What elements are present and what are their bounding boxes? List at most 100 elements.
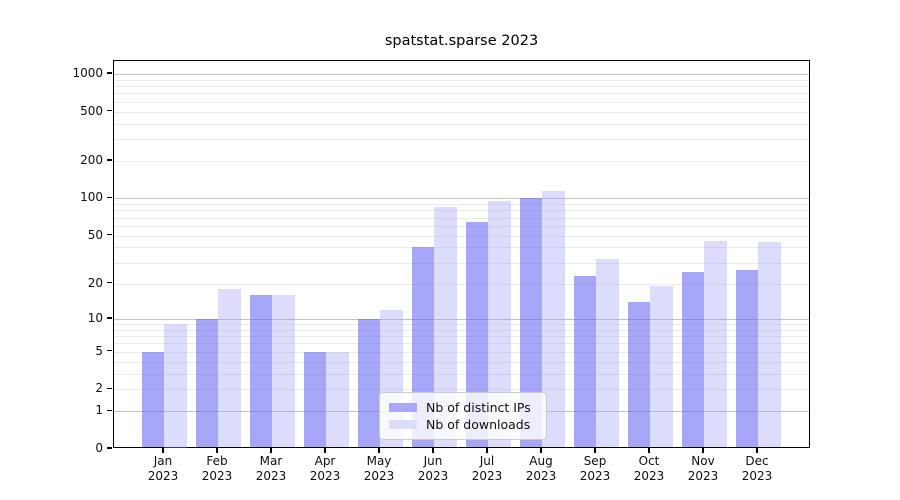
minor-gridline	[114, 389, 809, 391]
bar-distinct-ips	[141, 351, 164, 448]
bar-downloads	[488, 201, 511, 448]
bar-downloads	[704, 241, 727, 448]
y-axis-tick	[106, 109, 112, 112]
legend-label-ips: Nb of distinct IPs	[426, 400, 531, 415]
x-tick-label: May 2023	[363, 454, 395, 483]
minor-gridline	[114, 235, 809, 237]
y-axis-tick	[106, 72, 112, 74]
x-axis-tick	[270, 448, 272, 453]
y-axis-tick	[106, 447, 112, 449]
x-axis-tick	[702, 448, 704, 453]
bar-downloads	[326, 351, 349, 448]
minor-gridline	[114, 79, 809, 81]
minor-gridline	[114, 343, 809, 345]
bar-distinct-ips	[735, 270, 758, 448]
bar-downloads	[542, 190, 565, 448]
legend-swatch-ips	[389, 403, 417, 412]
y-tick-label: 500	[80, 103, 103, 118]
x-axis-tick	[324, 448, 326, 453]
legend: Nb of distinct IPs Nb of downloads	[379, 392, 547, 440]
minor-gridline	[114, 210, 809, 212]
bar-downloads	[758, 242, 781, 448]
bar-distinct-ips	[573, 276, 596, 448]
minor-gridline	[114, 262, 809, 264]
x-tick-label: Aug 2023	[525, 454, 557, 483]
minor-gridline	[114, 351, 809, 353]
x-tick-label: Jul 2023	[471, 454, 503, 483]
y-axis-tick	[106, 159, 112, 161]
minor-gridline	[114, 373, 809, 375]
y-tick-label: 0	[95, 441, 103, 455]
x-axis-tick	[756, 448, 758, 453]
bar-downloads	[164, 324, 187, 448]
x-tick-label: Apr 2023	[309, 454, 341, 483]
minor-gridline	[114, 217, 809, 219]
x-axis-tick	[540, 448, 542, 453]
bar-distinct-ips	[303, 351, 326, 448]
minor-gridline	[114, 329, 809, 331]
x-axis-tick	[594, 448, 596, 453]
x-tick-label: Mar 2023	[255, 454, 287, 483]
legend-item-downloads: Nb of downloads	[389, 416, 537, 433]
bar-distinct-ips	[681, 272, 704, 448]
y-tick-label: 1000	[72, 65, 103, 80]
bar-downloads	[272, 295, 295, 448]
y-tick-label: 10	[87, 310, 103, 325]
y-tick-label: 2	[95, 381, 103, 396]
minor-gridline	[114, 283, 809, 285]
bar-downloads	[218, 289, 241, 448]
y-axis-tick	[106, 409, 112, 412]
minor-gridline	[114, 139, 809, 141]
minor-gridline	[114, 111, 809, 113]
minor-gridline	[114, 225, 809, 227]
minor-gridline	[114, 101, 809, 103]
legend-swatch-downloads	[389, 420, 417, 429]
x-tick-label: Dec 2023	[741, 454, 773, 483]
y-tick-label: 5	[95, 343, 103, 358]
minor-gridline	[114, 86, 809, 88]
y-axis-tick	[106, 387, 112, 390]
x-tick-label: Oct 2023	[633, 454, 665, 483]
chart-title: spatstat.sparse 2023	[384, 33, 539, 49]
major-gridline	[114, 198, 809, 200]
y-tick-label: 100	[80, 190, 103, 205]
minor-gridline	[114, 336, 809, 338]
bar-distinct-ips	[357, 318, 380, 448]
major-gridline	[114, 318, 809, 320]
x-axis-tick	[216, 448, 218, 453]
x-tick-label: Feb 2023	[201, 454, 233, 483]
y-axis-tick	[106, 350, 112, 352]
x-axis-tick	[378, 448, 380, 453]
y-axis-tick	[106, 282, 112, 284]
x-axis-tick	[162, 448, 164, 453]
y-axis-tick	[106, 233, 112, 236]
major-gridline	[114, 73, 809, 75]
y-axis-tick	[106, 317, 112, 319]
legend-label-downloads: Nb of downloads	[426, 417, 531, 432]
x-tick-label: Jun 2023	[417, 454, 449, 483]
x-tick-label: Nov 2023	[687, 454, 719, 483]
bar-downloads	[596, 259, 619, 448]
minor-gridline	[114, 93, 809, 95]
y-tick-label: 1	[95, 403, 103, 418]
minor-gridline	[114, 123, 809, 125]
minor-gridline	[114, 161, 809, 163]
x-axis-tick	[432, 448, 434, 453]
y-tick-label: 50	[87, 227, 103, 242]
bar-downloads	[650, 286, 673, 448]
y-axis-tick	[106, 196, 112, 199]
bar-distinct-ips	[465, 221, 488, 448]
minor-gridline	[114, 247, 809, 249]
plot-area: Nb of distinct IPs Nb of downloads	[113, 60, 810, 448]
bar-distinct-ips	[249, 295, 272, 448]
bar-distinct-ips	[627, 301, 650, 448]
minor-gridline	[114, 361, 809, 363]
x-tick-label: Jan 2023	[147, 454, 179, 483]
bar-distinct-ips	[195, 318, 218, 448]
bar-downloads	[434, 207, 457, 448]
legend-item-ips: Nb of distinct IPs	[389, 399, 537, 416]
x-axis-tick	[648, 448, 650, 453]
y-tick-label: 200	[80, 153, 103, 168]
bar-distinct-ips	[519, 198, 542, 448]
y-tick-label: 20	[87, 275, 103, 290]
